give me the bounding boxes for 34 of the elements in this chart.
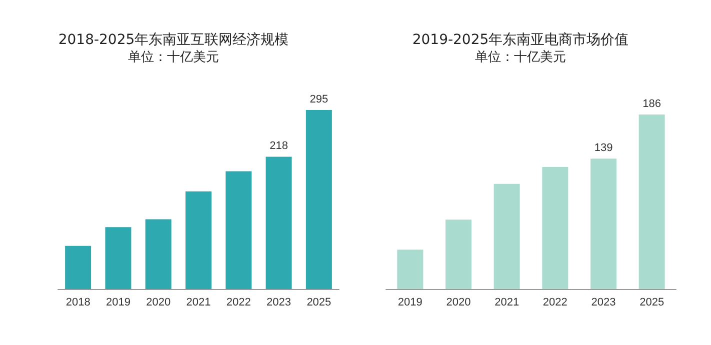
data-label: 186 <box>642 98 662 110</box>
bar <box>145 219 172 289</box>
bar <box>186 191 212 289</box>
x-tick-label: 2025 <box>640 296 664 308</box>
bar <box>494 184 520 289</box>
x-tick-label: 2022 <box>542 296 568 308</box>
x-tick-label: 2023 <box>591 296 616 308</box>
x-tick-label: 2019 <box>106 296 130 308</box>
chart-title: 2019-2025年东南亚电商市场价值 <box>412 32 629 48</box>
x-tick-label: 2018 <box>66 296 90 308</box>
chart-subtitle: 单位：十亿美元 <box>475 49 566 65</box>
bar <box>397 250 424 289</box>
bar <box>638 114 665 289</box>
x-tick-label: 2023 <box>266 296 292 308</box>
bar <box>306 110 332 289</box>
bar <box>65 246 92 289</box>
x-tick-label: 2019 <box>398 296 422 308</box>
chart-subtitle: 单位：十亿美元 <box>128 49 219 65</box>
x-tick-label: 2020 <box>146 296 171 308</box>
bar <box>105 227 132 289</box>
x-tick-label: 2021 <box>494 296 520 308</box>
bar <box>542 167 568 289</box>
bar <box>446 220 472 289</box>
bar <box>266 156 292 289</box>
chart-title: 2018-2025年东南亚互联网经济规模 <box>58 32 289 48</box>
data-label: 295 <box>310 94 328 106</box>
bar <box>590 158 616 289</box>
data-label: 139 <box>594 142 613 154</box>
x-tick-label: 2022 <box>226 296 251 308</box>
x-tick-label: 2021 <box>186 296 211 308</box>
x-tick-label: 2025 <box>306 296 332 308</box>
data-label: 218 <box>270 140 288 152</box>
x-tick-label: 2020 <box>446 296 471 308</box>
bar <box>226 171 252 289</box>
